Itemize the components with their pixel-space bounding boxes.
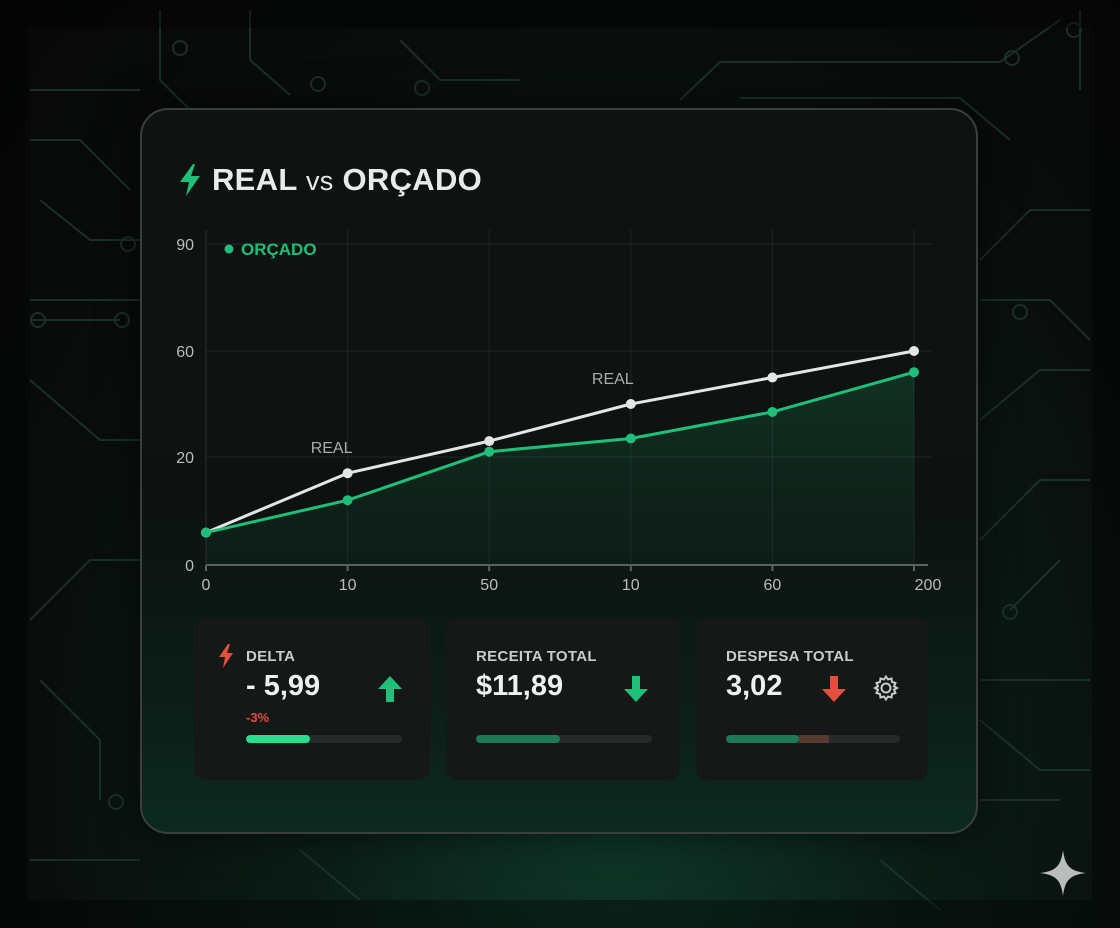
progress-fill	[726, 735, 800, 743]
stat-change: -3%	[246, 710, 270, 725]
real-series-line	[205, 349, 915, 534]
x-tick-label: 50	[480, 577, 498, 594]
progress-fill-secondary	[799, 735, 829, 743]
gear-icon[interactable]	[872, 674, 900, 702]
x-tick-label: 10	[622, 577, 640, 594]
budget-data-point	[342, 495, 353, 506]
real-data-point	[484, 436, 495, 447]
real-data-point	[909, 346, 919, 356]
line-chart: 0 10 50 10 60 200 0 20 60 90 ORÇADO REAL REAL	[176, 230, 942, 594]
y-tick-label: 90	[176, 237, 194, 254]
budget-data-point	[767, 406, 778, 417]
stat-value: $11,89	[476, 670, 564, 702]
arrow-down-icon	[822, 676, 846, 702]
budget-area-fill	[206, 372, 914, 565]
x-tick-label: 10	[339, 577, 357, 594]
stat-card-delta: DELTA - 5,99 -3%	[194, 618, 430, 780]
y-tick-label: 0	[185, 558, 194, 575]
chart-card: REAL vs ORÇADO 0 10 50 10 60 200 0 20 60 90 ORÇADO…	[140, 108, 978, 834]
series-annotation: REAL	[311, 440, 353, 457]
stat-label: DESPESA TOTAL	[726, 648, 854, 665]
stat-label: DELTA	[246, 648, 296, 665]
title-real: REAL	[212, 162, 298, 197]
title-orcado: ORÇADO	[342, 162, 483, 197]
y-tick-label: 60	[176, 344, 194, 361]
budget-series-line	[205, 370, 915, 535]
budget-data-point	[201, 527, 211, 538]
y-tick-label: 20	[176, 450, 194, 467]
progress-bar	[726, 735, 900, 743]
title-vs: vs	[305, 166, 334, 196]
progress-bar	[476, 735, 652, 743]
real-data-point	[767, 372, 778, 383]
bolt-icon	[219, 644, 233, 668]
real-data-point	[342, 468, 353, 479]
stat-value: - 5,99	[246, 670, 321, 702]
stat-card-receita: RECEITA TOTAL $11,89	[446, 618, 680, 780]
sparkle-icon	[1040, 850, 1086, 896]
x-tick-label: 200	[915, 577, 942, 594]
x-tick-label: 60	[764, 577, 782, 594]
chart-title: REAL vs ORÇADO	[212, 162, 482, 198]
arrow-down-icon	[624, 676, 648, 702]
stat-card-despesa: DESPESA TOTAL 3,02	[696, 618, 928, 780]
series-annotation: REAL	[592, 371, 634, 388]
stat-label: RECEITA TOTAL	[476, 648, 597, 665]
progress-fill	[246, 735, 310, 743]
bolt-icon	[180, 164, 200, 196]
x-tick-label: 0	[202, 577, 211, 594]
chart-header: REAL vs ORÇADO	[178, 162, 482, 198]
budget-data-point	[909, 367, 919, 378]
arrow-up-icon	[378, 676, 402, 702]
progress-fill	[476, 735, 561, 743]
real-data-point	[625, 399, 636, 409]
progress-bar	[246, 735, 402, 743]
budget-data-point	[625, 433, 636, 444]
legend-marker	[224, 244, 234, 254]
budget-data-point	[484, 446, 495, 457]
legend-label: ORÇADO	[241, 240, 317, 259]
stat-value: 3,02	[726, 670, 783, 702]
